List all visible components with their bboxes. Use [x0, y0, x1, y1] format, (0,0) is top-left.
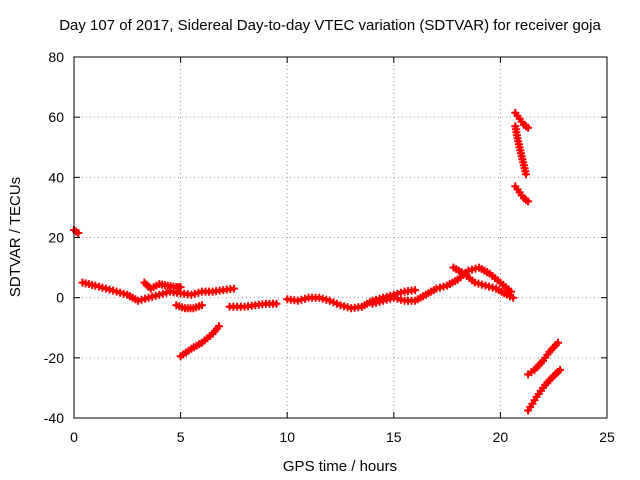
data-points: [225, 299, 281, 311]
x-tick-label: 20: [493, 429, 509, 445]
series-arc-2: [78, 278, 238, 305]
y-tick-label: 0: [56, 290, 64, 306]
data-points: [511, 122, 530, 179]
series-arc-11: [511, 122, 530, 179]
chart-title: Day 107 of 2017, Sidereal Day-to-day VTE…: [59, 17, 601, 34]
x-tick-label: 5: [177, 429, 185, 445]
series-arc-13: [524, 338, 562, 379]
y-tick-label: 80: [48, 49, 64, 65]
series-group: [70, 108, 565, 415]
data-points: [140, 278, 185, 293]
x-tick-label: 0: [70, 429, 78, 445]
series-arc-14: [524, 365, 565, 415]
series-arc-9: [449, 263, 518, 302]
y-tick-label: 40: [48, 169, 64, 185]
data-points: [524, 338, 562, 379]
y-axis-label: SDTVAR / TECUs: [7, 177, 24, 297]
data-points: [368, 263, 516, 308]
y-tick-label: 20: [48, 230, 64, 246]
x-tick-label: 15: [386, 429, 402, 445]
series-arc-10: [511, 108, 533, 132]
series-arc-12: [511, 182, 533, 206]
y-tick-label: -40: [44, 410, 64, 426]
axes: 0 5 10 15 20 25 -40 -20 0 20 40 60 80: [44, 49, 615, 445]
series-arc-3: [140, 278, 185, 293]
y-tick-label: -20: [44, 350, 64, 366]
series-arc-8: [368, 263, 516, 308]
x-tick-label: 25: [599, 429, 615, 445]
series-arc-6: [225, 299, 281, 311]
x-tick-label: 10: [279, 429, 295, 445]
series-arc-5: [176, 322, 223, 361]
data-points: [78, 278, 238, 305]
data-points: [176, 322, 223, 361]
data-points: [172, 301, 206, 313]
y-tick-label: 60: [48, 109, 64, 125]
data-points: [511, 182, 533, 206]
x-axis-label: GPS time / hours: [283, 458, 397, 475]
data-points: [449, 263, 518, 302]
data-points: [524, 365, 565, 415]
grid: [74, 57, 607, 418]
data-points: [511, 108, 533, 132]
series-arc-4: [172, 301, 206, 313]
